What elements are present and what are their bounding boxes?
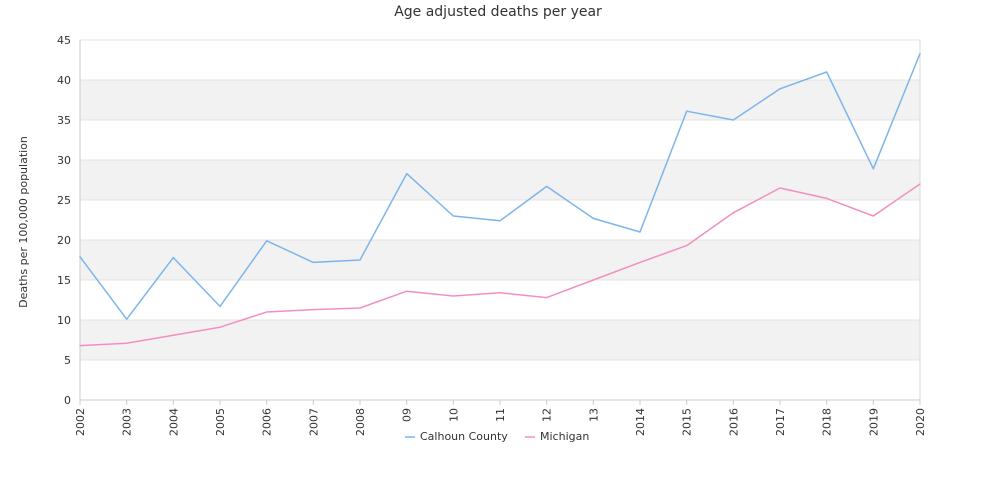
x-tick-label: 12 (541, 408, 554, 422)
y-tick-label: 20 (57, 234, 71, 247)
series-line-calhoun-county (79, 52, 921, 320)
grid-band (80, 360, 920, 400)
x-tick-label: 2003 (121, 408, 134, 436)
chart-title: Age adjusted deaths per year (394, 4, 602, 20)
x-tick-label: 2015 (681, 408, 694, 436)
legend-item-calhoun-county[interactable]: Calhoun County (405, 430, 508, 443)
x-tick-label: 2006 (261, 408, 274, 436)
x-tick-label: 2017 (774, 408, 787, 436)
series-line-michigan (79, 183, 921, 347)
x-tick-label: 2008 (354, 408, 367, 436)
y-axis-ticks: 0 5 10 15 20 25 30 35 40 45 (57, 34, 71, 407)
x-tick-label: 11 (494, 408, 507, 422)
grid-band (80, 120, 920, 160)
grid-band (80, 320, 920, 360)
series-lines (79, 52, 921, 347)
y-tick-label: 40 (57, 74, 71, 87)
x-tick-label: 09 (401, 408, 414, 422)
y-tick-label: 30 (57, 154, 71, 167)
legend-item-michigan[interactable]: Michigan (525, 430, 589, 443)
y-tick-label: 5 (64, 354, 71, 367)
x-tick-label: 2005 (214, 408, 227, 436)
y-tick-label: 35 (57, 114, 71, 127)
x-tick-label: 13 (587, 408, 600, 422)
legend-label: Michigan (540, 430, 589, 443)
y-tick-label: 0 (64, 394, 71, 407)
grid-bands (80, 40, 920, 400)
x-tick-label: 2007 (307, 408, 320, 436)
x-tick-label: 2004 (167, 408, 180, 436)
grid-band (80, 280, 920, 320)
x-tick-label: 2002 (74, 408, 87, 436)
x-axis-ticks: 2002 2003 2004 2005 2006 2007 2008 09 10 11 12 13 20… (74, 400, 927, 436)
grid-lines (80, 39, 920, 401)
y-tick-label: 45 (57, 34, 71, 47)
grid-band (80, 160, 920, 200)
x-tick-label: 2016 (727, 408, 740, 436)
grid-band (80, 80, 920, 120)
grid-band (80, 40, 920, 80)
x-tick-label: 10 (447, 408, 460, 422)
y-axis-label: Deaths per 100,000 population (17, 136, 30, 308)
y-tick-label: 10 (57, 314, 71, 327)
legend-label: Calhoun County (420, 430, 508, 443)
y-tick-label: 15 (57, 274, 71, 287)
y-tick-label: 25 (57, 194, 71, 207)
legend[interactable]: Calhoun County Michigan (405, 430, 589, 443)
x-tick-label: 2019 (867, 408, 880, 436)
grid-band (80, 240, 920, 280)
x-tick-label: 2018 (821, 408, 834, 436)
x-tick-label: 2020 (914, 408, 927, 436)
x-tick-label: 2014 (634, 408, 647, 436)
